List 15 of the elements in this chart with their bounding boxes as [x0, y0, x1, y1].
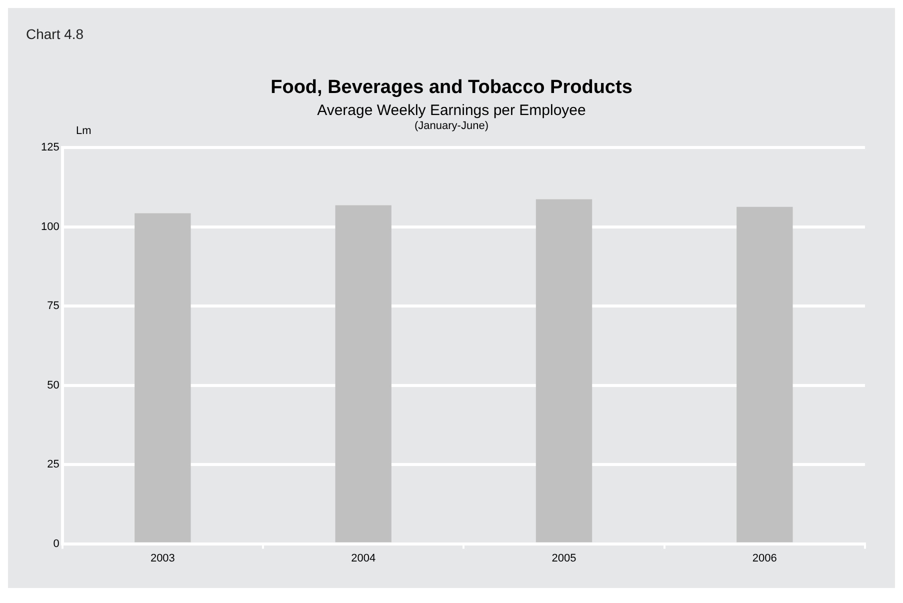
chart-title: Food, Beverages and Tobacco Products: [270, 77, 634, 99]
y-axis-title: Lm: [76, 125, 92, 137]
y-tick-label: 75: [47, 300, 60, 312]
y-tick-label: 100: [40, 220, 60, 233]
y-tick-label: 125: [40, 142, 60, 154]
caption: Chart 4.8: [26, 26, 84, 42]
x-tick-label: 2005: [552, 552, 576, 564]
x-tick-label: 2003: [150, 552, 175, 564]
x-tick-label: 2006: [752, 552, 777, 564]
text: (January-June): [414, 120, 488, 132]
y-tick-label: 50: [47, 379, 60, 392]
chart-subtitle: Average Weekly Earnings per Employee: [316, 102, 587, 119]
y-tick-label: 0: [53, 538, 60, 550]
y-tick-label: 25: [47, 458, 60, 471]
x-tick-label: 2004: [351, 552, 376, 564]
